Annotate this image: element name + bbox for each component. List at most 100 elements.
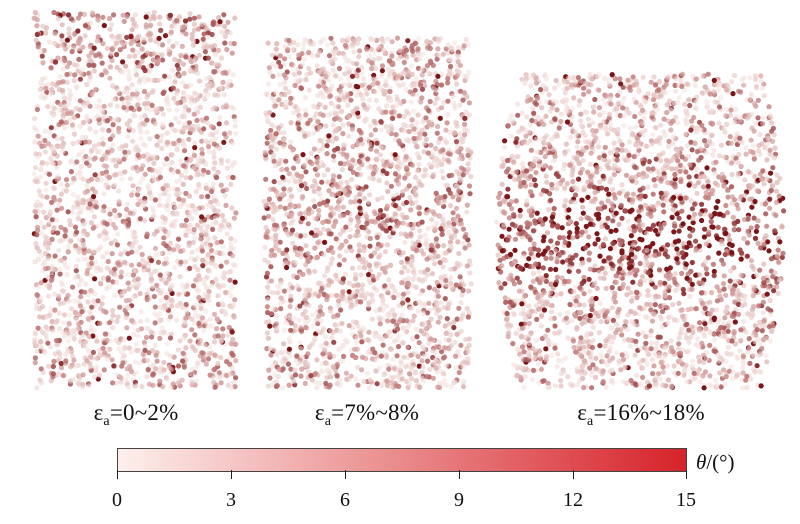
particle <box>174 17 180 24</box>
particle <box>104 285 110 291</box>
particle <box>288 327 294 333</box>
particle <box>329 335 335 341</box>
particle <box>393 132 399 138</box>
particle <box>223 290 229 296</box>
particle <box>160 384 166 390</box>
particle <box>233 210 239 216</box>
particle <box>409 244 415 250</box>
particle <box>319 160 325 166</box>
particle <box>180 181 186 187</box>
particle <box>390 374 396 380</box>
particle <box>288 61 295 67</box>
particle <box>92 86 98 92</box>
particle <box>154 358 160 364</box>
particle <box>396 113 402 119</box>
particle <box>443 250 449 256</box>
particle <box>173 191 180 197</box>
particle <box>121 337 127 343</box>
particle <box>212 366 218 372</box>
particle <box>303 291 309 297</box>
particle <box>354 340 360 346</box>
particle <box>438 274 444 281</box>
particle <box>351 346 357 352</box>
particle <box>55 370 62 376</box>
particle <box>210 150 217 156</box>
particle <box>86 62 92 68</box>
particle <box>331 223 337 229</box>
particle <box>57 301 63 307</box>
particle <box>225 19 231 25</box>
particle <box>428 142 434 148</box>
particle <box>405 297 411 303</box>
particle <box>336 97 342 103</box>
particle <box>69 362 75 368</box>
particle <box>123 315 129 321</box>
particle <box>207 131 213 138</box>
particle <box>348 176 355 183</box>
particle <box>173 115 179 121</box>
particle <box>75 211 81 217</box>
particle <box>344 154 350 160</box>
particle <box>328 205 334 211</box>
particle <box>66 243 72 249</box>
particle <box>205 193 211 199</box>
particle <box>180 282 186 288</box>
particle <box>125 100 131 107</box>
particle <box>306 270 312 276</box>
particle <box>205 252 211 258</box>
particle <box>94 149 100 155</box>
particle <box>197 236 203 242</box>
particle <box>193 207 199 213</box>
particle <box>427 98 433 105</box>
particle <box>224 231 230 237</box>
particle <box>279 166 285 172</box>
particle <box>62 57 68 64</box>
particle <box>61 288 67 294</box>
particle <box>221 131 228 137</box>
particle <box>141 203 147 209</box>
particle <box>397 249 403 256</box>
particle <box>375 80 381 86</box>
particle <box>398 359 404 365</box>
particle <box>466 336 472 342</box>
particle <box>313 370 319 377</box>
particle <box>150 382 156 388</box>
particle <box>347 234 353 240</box>
particle <box>43 85 49 91</box>
particle <box>441 371 447 377</box>
particle <box>377 321 383 327</box>
particle <box>272 227 278 233</box>
particle <box>283 99 289 105</box>
particle <box>405 268 411 274</box>
particle <box>141 75 147 81</box>
particle <box>33 37 39 44</box>
particle <box>368 132 374 138</box>
particle <box>38 166 44 173</box>
particle <box>210 226 216 232</box>
particle <box>221 92 227 98</box>
particle <box>468 149 474 155</box>
particle <box>396 165 402 171</box>
particle <box>153 106 159 112</box>
particle <box>45 327 51 333</box>
particle <box>226 68 232 74</box>
particle <box>372 127 378 133</box>
particle <box>438 306 444 312</box>
particle <box>143 14 149 20</box>
particle <box>661 209 667 215</box>
particle <box>369 60 375 66</box>
particle <box>168 366 174 372</box>
particle <box>357 205 363 211</box>
particle <box>358 272 364 278</box>
particle <box>426 107 432 114</box>
particle <box>151 177 157 183</box>
particle <box>33 151 39 157</box>
particle <box>58 102 64 108</box>
particle <box>130 268 136 274</box>
particle <box>364 220 370 227</box>
particle <box>233 341 239 347</box>
particle <box>89 49 95 56</box>
particle <box>48 125 54 131</box>
particle <box>311 198 317 204</box>
particle <box>142 121 148 127</box>
